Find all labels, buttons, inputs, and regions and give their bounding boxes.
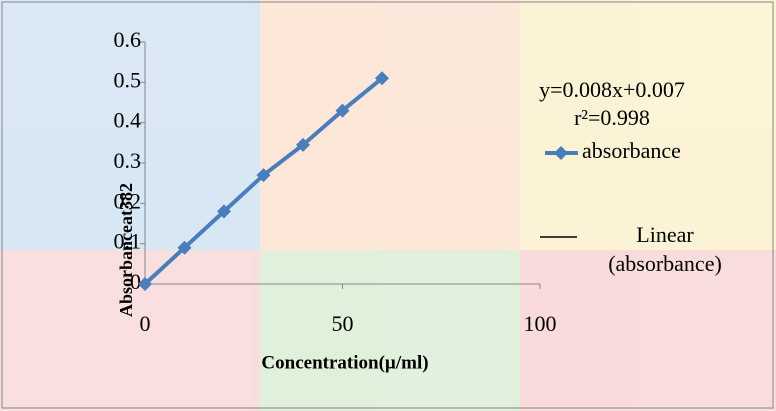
equation-annotation: y=0.008x+0.007 [539, 77, 685, 102]
chart: y=0.008x+0.007 r²=0.998 Absorbanceat382 … [0, 0, 776, 411]
x-tick-label: 100 [524, 311, 557, 336]
x-tick-label: 0 [140, 311, 151, 336]
x-axis-title: Concentration(µ/ml) [261, 352, 428, 373]
trendline-legend-label: Linear (absorbance) [590, 220, 740, 278]
r-squared-annotation: r²=0.998 [574, 105, 650, 130]
y-tick-label: 0.3 [114, 148, 142, 173]
y-tick-label: 0.4 [114, 108, 142, 133]
y-tick-label: 0.2 [114, 188, 142, 213]
y-tick-label: 0.1 [114, 229, 142, 254]
trendline-legend-label-box: Linear (absorbance) [580, 220, 750, 290]
x-tick-label: 50 [332, 311, 354, 336]
y-tick-label: 0 [130, 269, 141, 294]
page: y=0.008x+0.007 r²=0.998 Absorbanceat382 … [0, 0, 776, 411]
y-tick-label: 0.6 [114, 27, 142, 52]
y-tick-label: 0.5 [114, 67, 142, 92]
legend-label: absorbance [582, 138, 681, 163]
